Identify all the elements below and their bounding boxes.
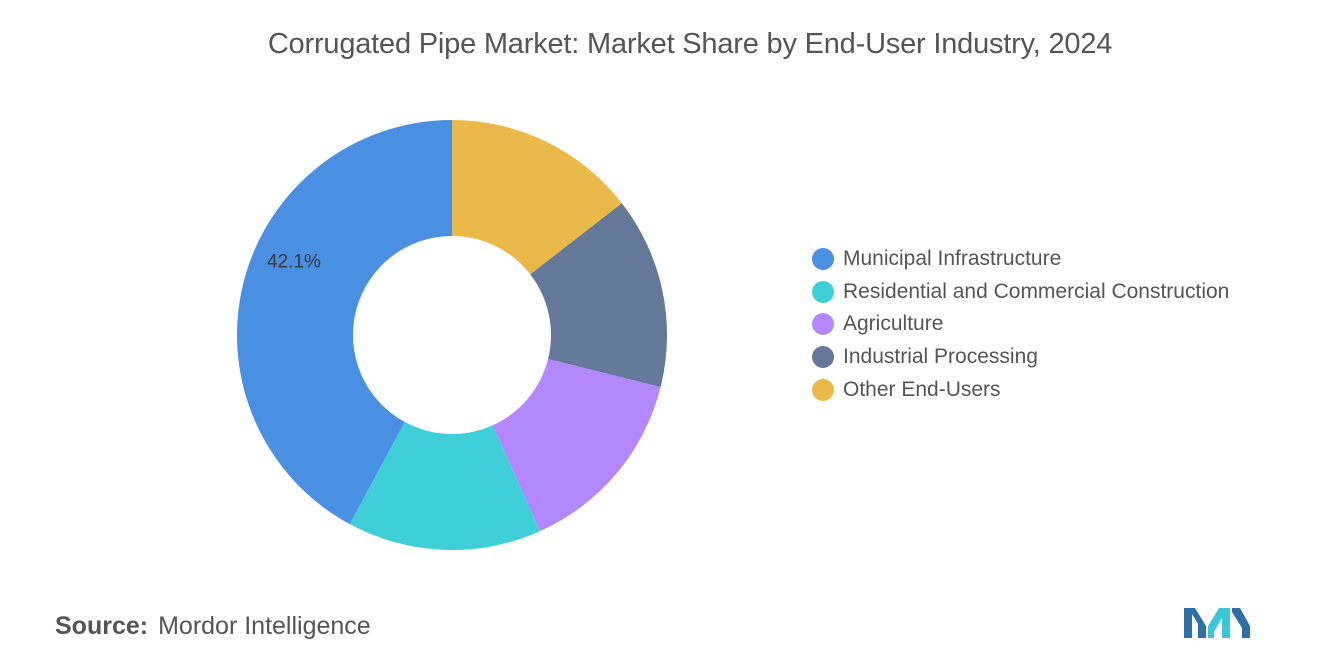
legend-swatch-icon [812,248,834,271]
legend-swatch-icon [812,313,834,336]
donut-slice[interactable] [530,203,667,388]
legend-label: Municipal Infrastructure [843,247,1062,271]
legend-item[interactable]: Other End-Users [812,373,1229,406]
donut-slice[interactable] [237,120,452,525]
source-text: Mordor Intelligence [158,612,371,640]
donut-slice[interactable] [349,422,540,550]
donut-slice[interactable] [492,359,661,532]
legend-swatch-icon [812,346,834,369]
donut-slice[interactable] [452,120,622,275]
legend-item[interactable]: Agriculture [812,308,1229,341]
legend-swatch-icon [812,378,834,401]
chart-title: Corrugated Pipe Market: Market Share by … [267,28,1113,60]
source-note: Source: Mordor Intelligence [55,612,371,641]
legend-item[interactable]: Industrial Processing [812,341,1229,374]
legend-label: Agriculture [843,312,944,336]
mordor-intelligence-logo-icon [1184,608,1250,638]
legend-item[interactable]: Municipal Infrastructure [812,243,1229,276]
legend-label: Other End-Users [843,377,1001,401]
legend-label: Industrial Processing [843,345,1038,369]
source-label: Source: [55,612,149,640]
chart-legend: Municipal Infrastructure Residential and… [812,243,1229,406]
legend-item[interactable]: Residential and Commercial Construction [812,276,1229,309]
slice-data-label: 42.1% [267,251,321,272]
legend-swatch-icon [812,280,834,303]
legend-label: Residential and Commercial Construction [843,279,1230,303]
